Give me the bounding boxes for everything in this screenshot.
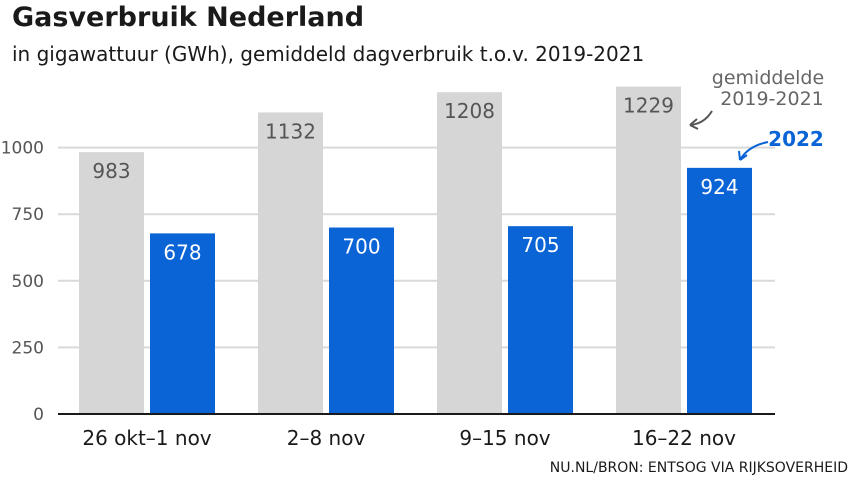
- chart-subtitle: in gigawattuur (GWh), gemiddeld dagverbr…: [12, 42, 645, 66]
- data-label: 983: [92, 159, 130, 183]
- bar-2022: [508, 226, 573, 414]
- y-tick-label: 500: [12, 272, 44, 292]
- source-credit: NU.NL/BRON: ENTSOG VIA RIJKSOVERHEID: [549, 460, 848, 476]
- annotation-baseline-line2: 2019-2021: [720, 88, 824, 110]
- bar-baseline: [79, 152, 144, 415]
- bar-baseline: [258, 112, 323, 414]
- x-tick-label: 9–15 nov: [459, 426, 550, 450]
- bar-2022: [687, 167, 752, 414]
- data-label: 1208: [444, 99, 495, 123]
- bar-labels: 983 678 1132 700 1208 705 1229 924: [92, 94, 738, 265]
- annotation-current-arrow: [738, 141, 769, 161]
- y-axis-ticks: 0 250 500 750 1000: [1, 139, 44, 425]
- bar-2022: [329, 227, 394, 414]
- data-label: 705: [521, 233, 559, 257]
- bar-baseline: [616, 86, 681, 415]
- y-tick-label: 250: [12, 338, 44, 358]
- bar-2022: [150, 233, 215, 414]
- series-annotations: gemiddelde 2019-2021 2022: [689, 67, 824, 161]
- chart-title: Gasverbruik Nederland: [12, 2, 365, 33]
- x-tick-label: 16–22 nov: [632, 426, 736, 450]
- annotation-baseline-arrow: [689, 110, 713, 130]
- x-tick-label: 26 okt–1 nov: [82, 426, 211, 450]
- annotation-baseline-line1: gemiddelde: [712, 67, 824, 89]
- y-tick-label: 750: [12, 205, 44, 225]
- bar-baseline: [437, 92, 502, 415]
- data-label: 1229: [623, 94, 674, 118]
- annotation-current: 2022: [768, 127, 824, 151]
- y-tick-label: 1000: [1, 139, 44, 159]
- bars: [79, 86, 752, 415]
- x-tick-label: 2–8 nov: [287, 426, 366, 450]
- data-label: 678: [163, 240, 201, 264]
- data-label: 1132: [265, 119, 316, 143]
- y-tick-label: 0: [33, 405, 44, 425]
- data-label: 924: [700, 175, 738, 199]
- data-label: 700: [342, 235, 380, 259]
- x-axis-ticks: 26 okt–1 nov 2–8 nov 9–15 nov 16–22 nov: [82, 426, 736, 450]
